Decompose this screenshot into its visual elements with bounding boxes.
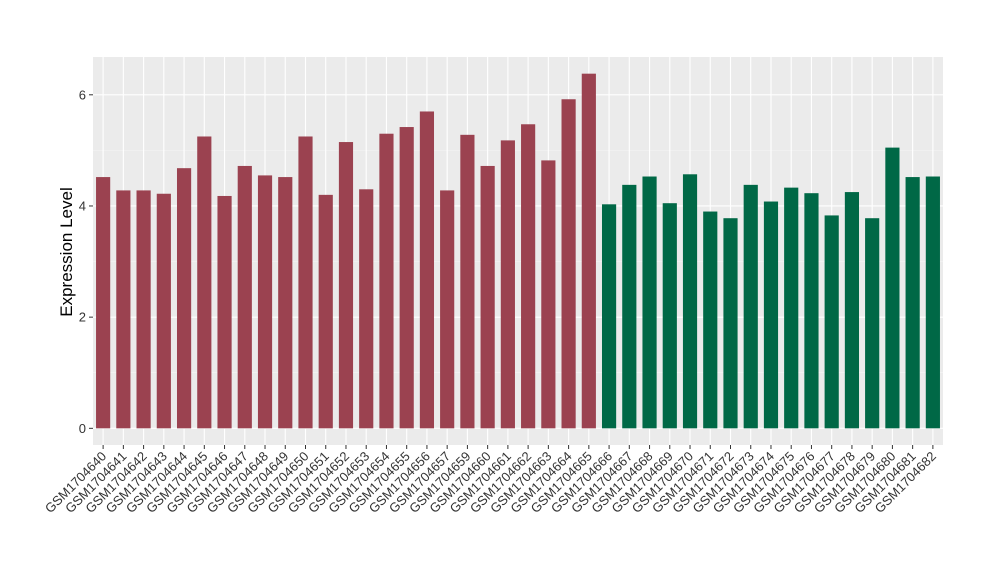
bar-GSM1704650 (298, 136, 313, 429)
bar-GSM1704663 (541, 160, 556, 429)
y-tick-label: 0 (79, 421, 86, 436)
plot-panel (93, 57, 943, 445)
bar-GSM1704669 (662, 203, 677, 429)
bar-GSM1704665 (581, 73, 596, 429)
minor-gridlines (93, 150, 943, 374)
bar-GSM1704660 (480, 165, 495, 429)
bar-GSM1704674 (763, 201, 779, 429)
bar-GSM1704670 (682, 174, 698, 429)
bar-GSM1704668 (642, 176, 657, 429)
bar-GSM1704677 (824, 215, 839, 429)
bar-GSM1704673 (743, 184, 758, 429)
bar-GSM1704664 (561, 99, 576, 429)
bar-GSM1704667 (622, 184, 637, 429)
bar-GSM1704642 (136, 190, 151, 429)
bar-GSM1704653 (359, 189, 374, 429)
y-axis: 0 2 4 6 (79, 87, 93, 436)
bar-GSM1704656 (419, 111, 435, 429)
bar-GSM1704659 (460, 134, 475, 429)
y-axis-title: Expression Level (57, 187, 76, 316)
bar-GSM1704647 (237, 165, 252, 429)
bar-GSM1704672 (723, 218, 738, 429)
y-tick-label: 2 (79, 310, 86, 325)
bar-GSM1704648 (257, 175, 273, 429)
bar-GSM1704682 (925, 176, 940, 429)
x-axis: GSM1704640GSM1704641GSM1704642GSM1704643… (42, 445, 939, 516)
bar-GSM1704649 (278, 177, 293, 429)
bar-GSM1704654 (379, 133, 394, 429)
bars-group (96, 73, 940, 429)
bar-GSM1704645 (197, 136, 212, 429)
bar-GSM1704678 (844, 192, 860, 429)
bar-GSM1704666 (601, 204, 617, 429)
bar-GSM1704671 (703, 211, 718, 429)
bar-GSM1704651 (318, 194, 333, 429)
bar-GSM1704644 (176, 168, 192, 429)
y-tick-label: 6 (79, 87, 86, 102)
bar-GSM1704657 (440, 190, 455, 429)
y-tick-label: 4 (79, 198, 86, 213)
bar-GSM1704655 (399, 127, 414, 429)
bar-GSM1704680 (885, 147, 900, 429)
bar-GSM1704652 (338, 142, 354, 429)
bar-GSM1704662 (521, 124, 536, 429)
bar-GSM1704675 (784, 187, 799, 429)
bar-GSM1704681 (905, 177, 920, 429)
bar-GSM1704679 (865, 218, 880, 429)
bar-GSM1704640 (96, 177, 111, 429)
bar-GSM1704661 (500, 140, 515, 429)
bar-GSM1704676 (804, 193, 819, 429)
bar-GSM1704643 (156, 193, 171, 429)
bar-GSM1704641 (116, 190, 131, 429)
bar-GSM1704646 (217, 195, 232, 429)
